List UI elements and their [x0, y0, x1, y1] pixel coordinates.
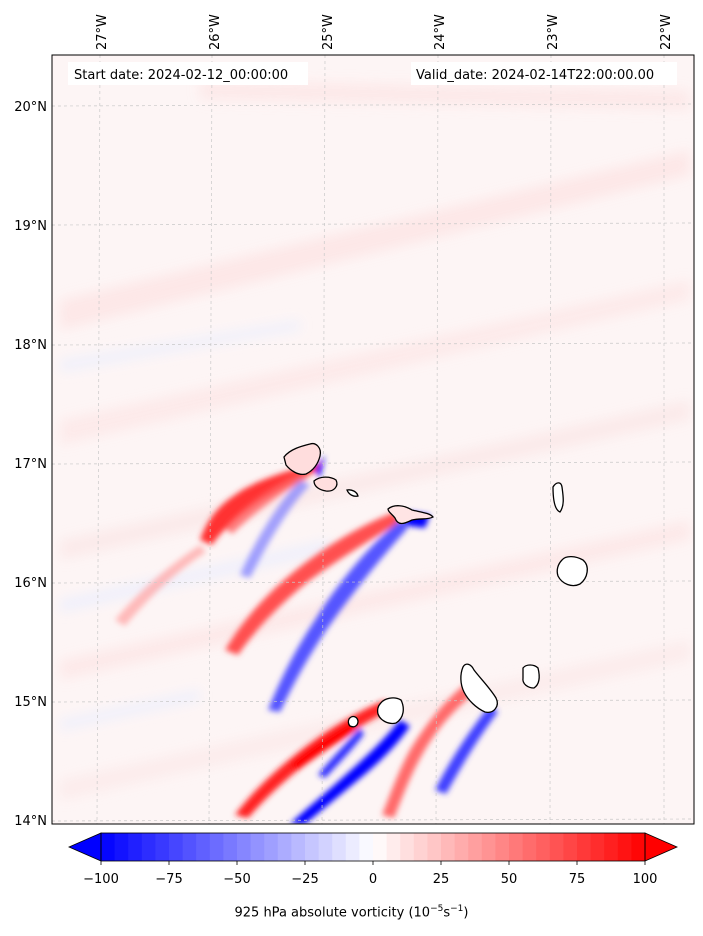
valid-date-box: [411, 62, 677, 85]
colorbar-segment: [631, 833, 646, 861]
colorbar-segment: [264, 833, 279, 861]
colorbar-segment: [305, 833, 320, 861]
lon-tick-label: 26°W: [208, 14, 223, 50]
colorbar-segment: [114, 833, 129, 861]
lat-tick-label: 17°N: [14, 457, 47, 472]
lon-tick-label: 22°W: [659, 14, 674, 50]
colorbar-segment: [441, 833, 456, 861]
colorbar-segment: [345, 833, 360, 861]
island-santiago: [460, 663, 498, 713]
colorbar-segment: [454, 833, 469, 861]
colorbar-ticks: −100 −75 −50 −25 0 25 50 75 100: [83, 861, 657, 887]
vorticity-field: [52, 55, 694, 824]
colorbar-max-extend: [644, 832, 678, 862]
colorbar-title-suffix: ): [463, 905, 469, 921]
lat-tick-label: 19°N: [14, 219, 47, 234]
lat-tick-label: 18°N: [14, 338, 47, 353]
colorbar-segment: [141, 833, 156, 861]
lat-tick-label: 16°N: [14, 576, 47, 591]
island-brava: [347, 715, 359, 728]
colorbar-tick-label: 75: [569, 872, 586, 887]
longitude-labels: 27°W 26°W 25°W 24°W 23°W 22°W: [95, 14, 674, 50]
colorbar-segment: [604, 833, 619, 861]
island-sal: [552, 482, 564, 513]
colorbar-segments: [101, 833, 646, 861]
coastlines: [283, 442, 588, 728]
wake-features: [115, 455, 498, 824]
background-streaks: [60, 80, 690, 800]
colorbar-segment: [549, 833, 564, 861]
colorbar-title-exp1: −5: [430, 904, 444, 914]
colorbar-segment: [468, 833, 483, 861]
colorbar-segment: [128, 833, 143, 861]
colorbar-segment: [427, 833, 442, 861]
island-maio: [522, 664, 540, 689]
colorbar-segment: [577, 833, 592, 861]
colorbar: −100 −75 −50 −25 0 25 50 75 100: [68, 832, 678, 887]
colorbar-segment: [250, 833, 265, 861]
lon-tick-label: 25°W: [321, 14, 336, 50]
colorbar-title-unit: s: [443, 905, 451, 921]
colorbar-title: 925 hPa absolute vorticity (10−5s−1): [0, 904, 703, 920]
island-sao-nicolau: [387, 505, 434, 525]
start-date-box: [68, 62, 308, 85]
colorbar-segment: [182, 833, 197, 861]
colorbar-segment: [617, 833, 632, 861]
colorbar-tick-label: −25: [291, 872, 318, 887]
colorbar-title-exp2: −1: [450, 904, 464, 914]
colorbar-min-extend: [68, 832, 102, 862]
lon-tick-label: 23°W: [546, 14, 561, 50]
colorbar-tick-label: 50: [501, 872, 518, 887]
colorbar-segment: [332, 833, 347, 861]
map-frame: [51, 54, 695, 825]
valid-date-label: Valid_date: 2024-02-14T22:00:00.00: [416, 68, 654, 83]
colorbar-segment: [101, 833, 116, 861]
colorbar-tick-label: 100: [633, 872, 658, 887]
colorbar-tick-label: 25: [433, 872, 450, 887]
island-santa-luzia: [346, 489, 359, 497]
colorbar-segment: [277, 833, 292, 861]
colorbar-tick-label: −50: [223, 872, 250, 887]
island-sao-vicente: [313, 476, 338, 492]
colorbar-segment: [373, 833, 388, 861]
lon-tick-label: 24°W: [433, 14, 448, 50]
colorbar-segment: [509, 833, 524, 861]
colorbar-segment: [495, 833, 510, 861]
island-fogo: [376, 697, 404, 725]
colorbar-segment: [590, 833, 605, 861]
lat-tick-label: 15°N: [14, 695, 47, 710]
colorbar-tick-label: −100: [83, 872, 119, 887]
lat-tick-label: 14°N: [14, 814, 47, 829]
lon-tick-label: 27°W: [95, 14, 110, 50]
colorbar-segment: [563, 833, 578, 861]
colorbar-segment: [196, 833, 211, 861]
colorbar-title-prefix: 925 hPa absolute vorticity (10: [234, 905, 431, 921]
colorbar-segment: [413, 833, 428, 861]
colorbar-segment: [223, 833, 238, 861]
colorbar-segment: [155, 833, 170, 861]
island-boa-vista: [556, 555, 588, 587]
start-date-label: Start date: 2024-02-12_00:00:00: [74, 68, 288, 83]
colorbar-tick-label: −75: [155, 872, 182, 887]
lat-tick-label: 20°N: [14, 100, 47, 115]
colorbar-segment: [522, 833, 537, 861]
colorbar-segment: [169, 833, 184, 861]
colorbar-segment: [400, 833, 415, 861]
latitude-labels: 20°N 19°N 18°N 17°N 16°N 15°N 14°N: [14, 100, 47, 829]
colorbar-segment: [536, 833, 551, 861]
colorbar-segment: [291, 833, 306, 861]
colorbar-tick-label: 0: [369, 872, 377, 887]
colorbar-segment: [481, 833, 496, 861]
colorbar-segment: [318, 833, 333, 861]
colorbar-segment: [359, 833, 374, 861]
colorbar-segment: [386, 833, 401, 861]
colorbar-segment: [237, 833, 252, 861]
island-santo-antao: [283, 442, 322, 476]
colorbar-segment: [209, 833, 224, 861]
graticule: [52, 55, 694, 824]
